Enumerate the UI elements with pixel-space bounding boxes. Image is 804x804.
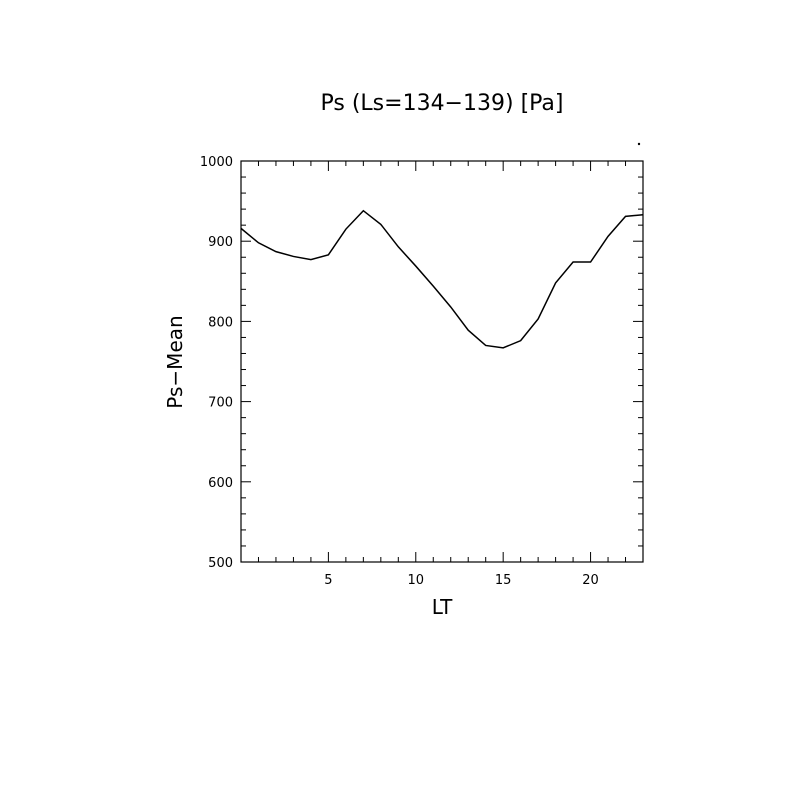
y-tick-label: 1000	[200, 155, 233, 170]
corner-dot	[637, 142, 641, 146]
x-tick-label: 5	[324, 573, 332, 588]
tick-labels: 5 10 15 20 500 600 700 800 900 1000	[200, 155, 599, 588]
y-tick-label: 900	[208, 235, 233, 250]
x-axis-label: LT	[432, 595, 453, 619]
axis-ticks	[240, 160, 644, 563]
y-tick-label: 600	[208, 476, 233, 491]
plot-frame	[240, 160, 644, 563]
x-tick-label: 20	[582, 573, 599, 588]
x-tick-label: 15	[495, 573, 512, 588]
y-axis-label: Ps−Mean	[163, 315, 187, 408]
x-tick-label: 10	[408, 573, 425, 588]
y-tick-label: 500	[208, 556, 233, 571]
series-line	[240, 209, 644, 349]
y-tick-label: 700	[208, 396, 233, 411]
chart-title: Ps (Ls=134−139) [Pa]	[321, 91, 564, 116]
y-tick-label: 800	[208, 315, 233, 330]
